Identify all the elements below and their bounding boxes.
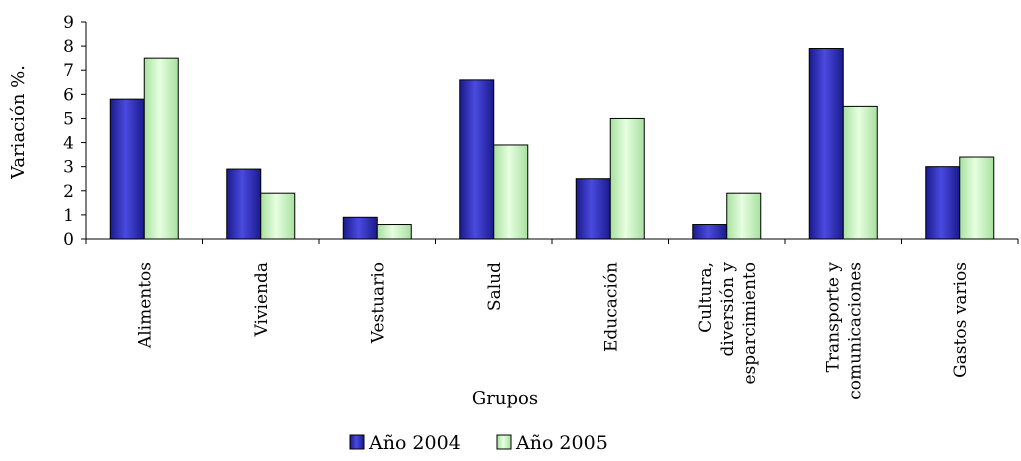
category-label: Alimentos — [135, 262, 155, 349]
category-label: Vestuario — [368, 262, 388, 344]
bar-ano-2004 — [459, 79, 495, 240]
y-tick-label: 7 — [63, 61, 74, 81]
bar-ano-2005 — [260, 192, 296, 240]
category-label-line: Vestuario — [368, 262, 388, 344]
category-label-line: esparcimiento — [740, 262, 760, 385]
bar-ano-2005 — [959, 156, 995, 240]
y-axis-ticks: 0 1 2 3 4 5 6 7 8 9 — [63, 13, 1019, 250]
category-label: Cultura, diversión y esparcimiento — [696, 262, 760, 385]
legend: Año 2004 Año 2005 — [349, 432, 608, 454]
y-tick-label: 2 — [63, 182, 74, 202]
y-tick-label: 6 — [63, 85, 74, 105]
category-label-line: Vivienda — [252, 262, 272, 337]
category-label-line: Salud — [485, 262, 505, 311]
x-axis-title: Grupos — [472, 388, 538, 409]
category-label: Vivienda — [252, 262, 272, 337]
category-label-line: Gastos varios — [951, 262, 971, 378]
y-tick-label: 8 — [63, 37, 74, 57]
category-label: Educación — [601, 262, 621, 352]
bars — [109, 48, 995, 240]
y-axis-title: Variación %. — [8, 65, 29, 180]
bar-ano-2004 — [342, 216, 378, 240]
bar-ano-2004 — [808, 48, 844, 240]
y-tick-label: 0 — [63, 230, 74, 250]
category-label: Salud — [485, 262, 505, 311]
category-label-line: Alimentos — [135, 262, 155, 349]
bar-ano-2005 — [143, 57, 179, 240]
legend-label: Año 2004 — [368, 432, 461, 454]
y-tick-label: 5 — [63, 109, 74, 129]
category-label-line: diversión y — [718, 262, 738, 357]
category-label-line: Cultura, — [696, 262, 716, 333]
y-tick-label: 1 — [63, 206, 74, 226]
legend-swatch — [496, 434, 512, 450]
y-tick-label: 3 — [63, 158, 74, 178]
y-tick-label: 4 — [63, 134, 74, 154]
bar-ano-2005 — [842, 105, 878, 240]
category-label-line: Transporte y — [823, 262, 843, 373]
category-label: Gastos varios — [951, 262, 971, 378]
legend-swatch — [349, 434, 365, 450]
bar-ano-2005 — [726, 192, 762, 240]
bar-ano-2005 — [493, 144, 529, 240]
legend-label: Año 2005 — [515, 432, 608, 454]
bar-ano-2005 — [609, 117, 645, 240]
bar-ano-2004 — [925, 166, 961, 240]
x-axis-category-labels: Alimentos Vivienda Vestuario Salud Educación… — [135, 262, 971, 400]
legend-item: Año 2004 — [349, 432, 461, 454]
category-label: Transporte y comunicaciones — [823, 262, 865, 400]
y-tick-label: 9 — [63, 13, 74, 33]
bar-ano-2004 — [692, 224, 728, 240]
bar-ano-2005 — [376, 224, 412, 240]
bar-ano-2004 — [109, 98, 145, 240]
legend-item: Año 2005 — [496, 432, 608, 454]
category-label-line: Educación — [601, 262, 621, 352]
category-label-line: comunicaciones — [845, 262, 865, 400]
bar-ano-2004 — [575, 178, 611, 240]
bar-ano-2004 — [226, 168, 262, 240]
